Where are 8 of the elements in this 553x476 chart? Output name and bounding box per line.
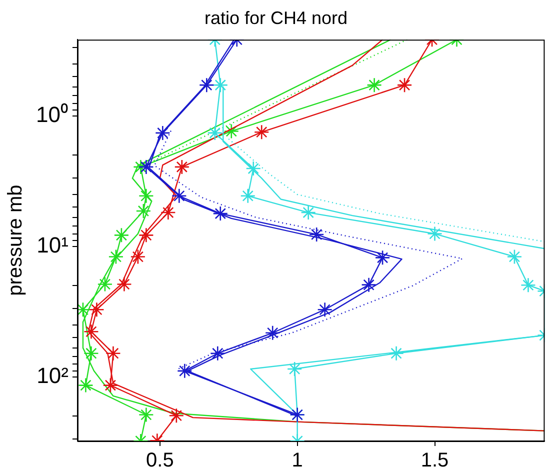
- y-axis-title: pressure mb: [4, 184, 27, 296]
- x-tick-label: 1: [292, 450, 303, 472]
- chart-title: ratio for CH4 nord: [204, 8, 348, 28]
- y-tick-label: 10⁰: [36, 102, 68, 127]
- y-tick-label: 10²: [36, 362, 68, 388]
- x-tick-label: 1.5: [420, 450, 449, 472]
- x-tick-label: 0.5: [146, 450, 174, 472]
- y-tick-label: 10¹: [36, 232, 68, 258]
